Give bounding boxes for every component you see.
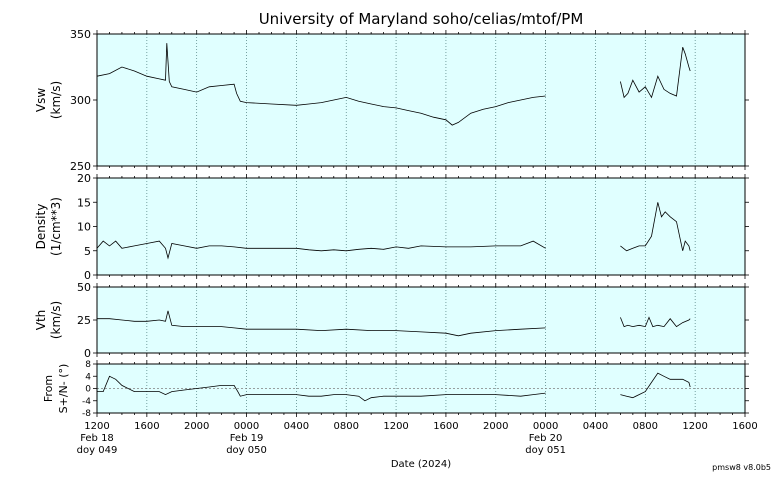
y-tick-label: 350 <box>70 28 91 41</box>
y-tick-label: 5 <box>84 245 91 258</box>
panel-background <box>97 287 745 353</box>
series-line-density <box>96 202 691 260</box>
chart-title: University of Maryland soho/celias/mtof/… <box>259 10 584 28</box>
y-axis-label: S+/N- (°) <box>57 364 70 414</box>
y-tick-label: 0 <box>84 269 91 282</box>
x-tick-label: 0800 <box>334 421 359 432</box>
x-tick-label: 1600 <box>433 421 458 432</box>
x-tick-label: 0400 <box>284 421 309 432</box>
x-axis-label: Date (2024) <box>391 459 451 470</box>
x-tick-label: 1200 <box>682 421 707 432</box>
y-axis-label: From <box>42 375 55 402</box>
series-line-vth <box>97 310 691 337</box>
x-tick-label: 2000 <box>184 421 209 432</box>
y-tick-label: 50 <box>77 281 91 294</box>
x-tick-label: 0000 <box>533 421 558 432</box>
y-tick-label: 10 <box>77 221 91 234</box>
series-line-from <box>97 372 691 402</box>
panel-frame <box>96 363 746 414</box>
x-tick-label: 0000 <box>234 421 259 432</box>
y-tick-label: 8 <box>85 360 91 370</box>
x-tick-label: 1200 <box>383 421 408 432</box>
x-tick-label: 1200 <box>84 421 109 432</box>
y-tick-label: -4 <box>82 397 91 407</box>
panel-frame <box>96 33 746 167</box>
day-label: Feb 20 <box>529 433 563 444</box>
day-label: Feb 18 <box>80 433 114 444</box>
y-axis-label: Density <box>34 204 48 250</box>
y-axis-label: Vth <box>34 310 48 331</box>
x-tick-label: 1600 <box>732 421 757 432</box>
doy-label: doy 051 <box>525 445 566 456</box>
panel-frame <box>96 286 746 354</box>
panel-density: 0 5 10 15 20 Density (1/cm**3) <box>34 172 749 282</box>
x-tick-label: 1600 <box>134 421 159 432</box>
panel-from: -8 -4 0 4 8 From S+/N- (°) 1200 1600 2000 0000 0400… <box>42 360 758 456</box>
doy-label: doy 050 <box>226 445 267 456</box>
x-tick-label: 0400 <box>583 421 608 432</box>
panel-frame <box>96 177 746 276</box>
y-axis-label: Vsw <box>34 88 48 112</box>
footer-version: pmsw8 v8.0b5 <box>712 463 771 472</box>
panel-vsw: 250 300 350 Vsw (km/s) <box>34 28 749 173</box>
y-tick-label: 0 <box>85 385 91 395</box>
series-line-vsw <box>96 43 691 126</box>
y-axis-label: (1/cm**3) <box>49 197 63 256</box>
y-tick-label: 300 <box>70 94 91 107</box>
panel-background <box>97 34 745 166</box>
y-tick-label: -8 <box>82 409 91 419</box>
y-tick-label: 4 <box>85 372 91 382</box>
y-axis-label: (km/s) <box>49 81 63 119</box>
y-tick-label: 250 <box>70 160 91 173</box>
day-label: Feb 19 <box>230 433 264 444</box>
doy-label: doy 049 <box>77 445 118 456</box>
x-tick-label: 0800 <box>633 421 658 432</box>
y-tick-label: 15 <box>77 196 91 209</box>
y-tick-label: 0 <box>84 347 91 360</box>
y-tick-label: 25 <box>77 314 91 327</box>
x-tick-label: 2000 <box>483 421 508 432</box>
panel-background <box>97 178 745 275</box>
y-axis-label: (km/s) <box>49 301 63 339</box>
y-tick-label: 20 <box>77 172 91 185</box>
panel-vth: 0 25 50 Vth (km/s) <box>34 281 749 360</box>
